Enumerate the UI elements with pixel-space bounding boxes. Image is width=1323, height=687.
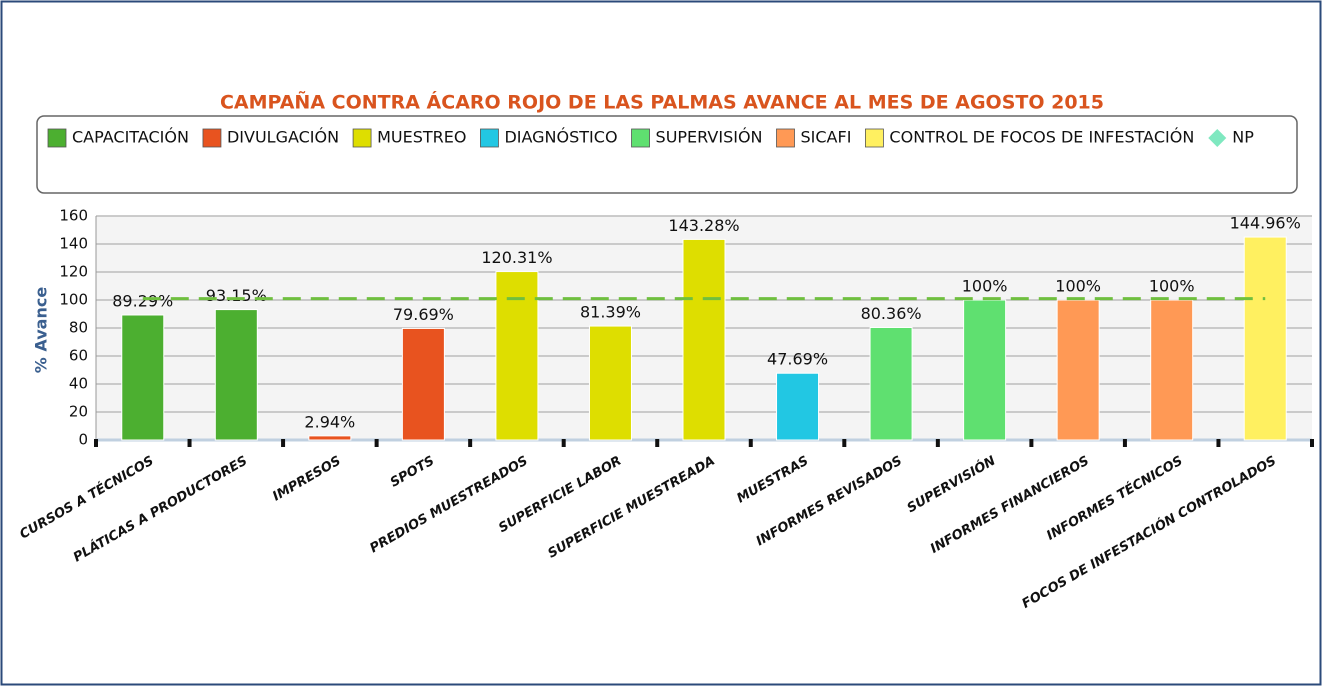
x-tick [1029, 439, 1034, 447]
legend-swatch [480, 128, 499, 148]
x-tick [655, 439, 660, 447]
bar [121, 314, 165, 441]
legend-label: SICAFI [801, 128, 852, 147]
x-tick [1310, 439, 1314, 447]
legend-swatch [202, 128, 222, 148]
y-axis-label: % Avance [32, 287, 51, 374]
data-label: 79.69% [393, 305, 454, 324]
bar [682, 238, 726, 441]
data-label: 143.28% [668, 216, 739, 235]
data-label: 89.29% [112, 291, 173, 310]
legend-label: SUPERVISIÓN [656, 128, 763, 147]
y-tick-label: 120 [59, 263, 88, 281]
x-tick [94, 439, 98, 447]
y-tick-label: 20 [69, 403, 88, 421]
data-label: 120.31% [481, 248, 552, 267]
legend [36, 115, 1298, 194]
bar [401, 327, 445, 441]
x-tick [1122, 439, 1127, 447]
x-tick [1216, 439, 1221, 447]
x-tick [748, 439, 753, 447]
x-tick [374, 439, 379, 447]
data-label: 144.96% [1230, 214, 1301, 233]
legend-label: CONTROL DE FOCOS DE INFESTACIÓN [889, 128, 1194, 147]
data-label: 81.39% [580, 303, 641, 322]
bar [1056, 299, 1100, 441]
y-tick-label: 80 [69, 319, 88, 337]
y-tick-label: 0 [78, 431, 88, 449]
x-tick [187, 439, 192, 447]
x-tick [935, 439, 940, 447]
bar [776, 372, 820, 441]
bar [963, 299, 1007, 441]
bar [869, 326, 913, 441]
legend-label: NP [1232, 128, 1254, 147]
data-label: 100% [962, 277, 1008, 296]
legend-swatch [865, 128, 884, 148]
legend-swatch [631, 128, 650, 148]
chart-title: CAMPAÑA CONTRA ÁCARO ROJO DE LAS PALMAS … [220, 90, 1104, 114]
bar [308, 435, 352, 441]
data-label: 93.15% [206, 286, 267, 305]
bar [1150, 299, 1194, 441]
y-tick-label: 100 [59, 291, 88, 309]
y-tick-label: 60 [69, 347, 88, 365]
legend-label: DIVULGACIÓN [227, 128, 339, 147]
bar [495, 271, 539, 441]
x-tick [842, 439, 847, 447]
bar [588, 325, 632, 441]
legend-label: CAPACITACIÓN [72, 128, 189, 147]
data-label: 2.94% [304, 412, 355, 431]
legend-swatch [352, 128, 372, 148]
x-tick [561, 439, 566, 447]
legend-swatch [1208, 129, 1227, 147]
legend-swatch [47, 128, 67, 148]
legend-swatch [776, 128, 795, 148]
y-tick-label: 140 [59, 235, 88, 253]
x-tick [468, 439, 473, 447]
data-label: 100% [1149, 277, 1195, 296]
y-tick-label: 160 [59, 207, 88, 225]
bar [1243, 236, 1287, 441]
x-tick [281, 439, 286, 447]
data-label: 80.36% [861, 304, 922, 323]
data-label: 47.69% [767, 350, 828, 369]
y-tick-label: 40 [69, 375, 88, 393]
legend-label: MUESTREO [377, 128, 466, 147]
legend-label: DIAGNÓSTICO [504, 128, 617, 147]
bar [214, 309, 258, 441]
data-label: 100% [1055, 277, 1101, 296]
